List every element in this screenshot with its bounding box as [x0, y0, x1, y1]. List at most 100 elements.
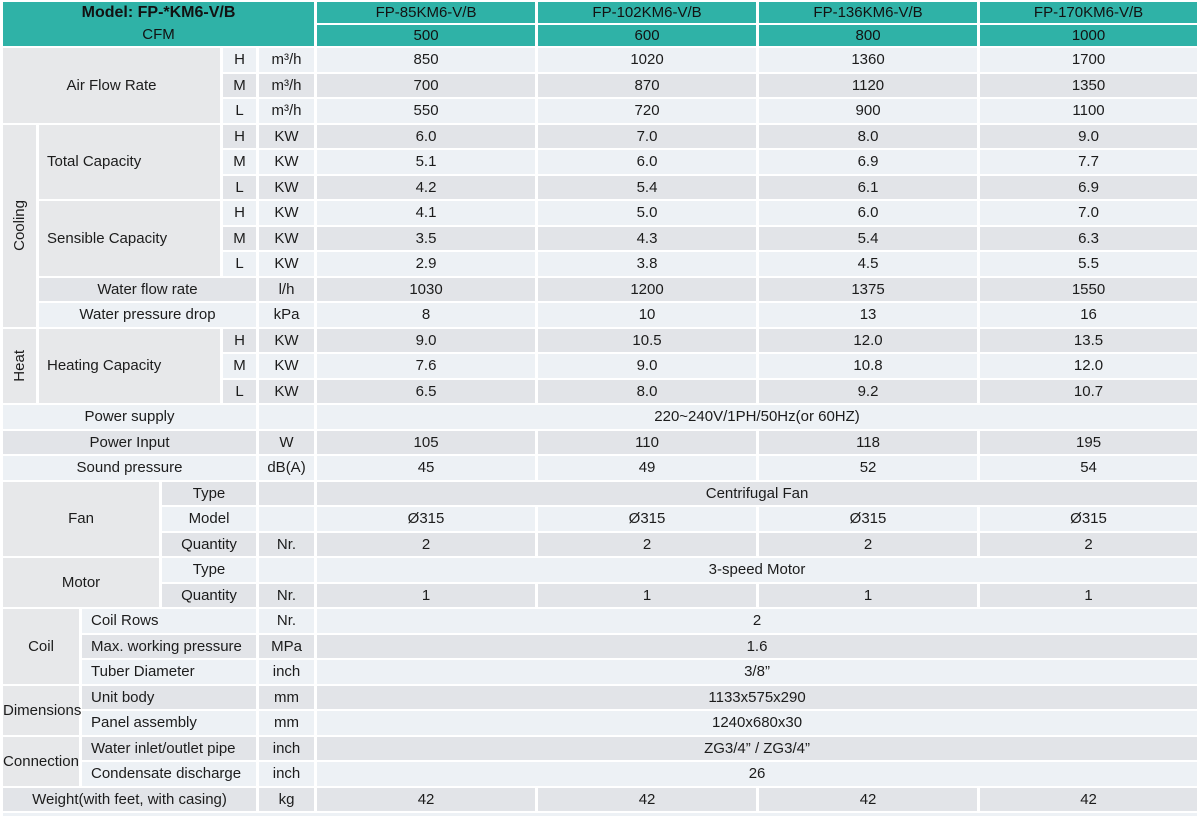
value-cell: 5.1	[317, 150, 536, 174]
unit-cell: MPa	[259, 634, 315, 658]
value-cell: 6.0	[317, 124, 536, 148]
section-label-cooling: Cooling	[3, 124, 36, 327]
value-cell: 13.5	[980, 328, 1198, 352]
value-cell-span: 2	[317, 609, 1198, 633]
value-cell: 2	[317, 532, 536, 556]
row-label-weight: Weight(with feet, with casing)	[3, 787, 256, 811]
value-cell: 1120	[759, 73, 978, 97]
value-cell: 1020	[538, 48, 757, 72]
section-label-heat: Heat	[3, 328, 36, 403]
value-cell: 4.1	[317, 201, 536, 225]
value-cell: 45	[317, 456, 536, 480]
value-cell: 12.0	[980, 354, 1198, 378]
value-cell-span: Centrifugal Fan	[317, 481, 1198, 505]
bottom-sliver	[3, 813, 1198, 816]
value-cell: 5.4	[538, 175, 757, 199]
value-cell: 2	[980, 532, 1198, 556]
value-cell-span: 1133x575x290	[317, 685, 1198, 709]
row-label-total-capacity: Total Capacity	[39, 124, 220, 199]
value-cell: 2	[759, 532, 978, 556]
value-cell: 49	[538, 456, 757, 480]
value-cell: 13	[759, 303, 978, 327]
speed-cell: H	[223, 201, 256, 225]
value-cell: 5.0	[538, 201, 757, 225]
speed-cell: L	[223, 379, 256, 403]
value-cell: Ø315	[317, 507, 536, 531]
section-label-coil: Coil	[3, 609, 79, 684]
row-label-unit-body: Unit body	[82, 685, 256, 709]
unit-cell: m³/h	[259, 99, 315, 123]
unit-cell: mm	[259, 711, 315, 735]
unit-cell: KW	[259, 150, 315, 174]
row-label-fan-model: Model	[162, 507, 256, 531]
value-cell-span: 26	[317, 762, 1198, 786]
speed-cell: H	[223, 124, 256, 148]
unit-cell: inch	[259, 762, 315, 786]
value-cell: 10	[538, 303, 757, 327]
value-cell: Ø315	[759, 507, 978, 531]
col-header: FP-102KM6-V/B	[538, 2, 757, 23]
value-cell: 1	[980, 583, 1198, 607]
value-cell-span: 1240x680x30	[317, 711, 1198, 735]
model-title: Model: FP-*KM6-V/B	[81, 4, 236, 21]
value-cell: 8.0	[538, 379, 757, 403]
unit-cell: KW	[259, 175, 315, 199]
speed-cell: L	[223, 175, 256, 199]
unit-cell-empty	[259, 405, 315, 429]
value-cell: 6.3	[980, 226, 1198, 250]
unit-cell: KW	[259, 201, 315, 225]
value-cell-span: ZG3/4” / ZG3/4”	[317, 736, 1198, 760]
speed-cell: H	[223, 48, 256, 72]
value-cell: 870	[538, 73, 757, 97]
unit-cell: l/h	[259, 277, 315, 301]
section-label-motor: Motor	[3, 558, 159, 607]
unit-cell-empty	[259, 507, 315, 531]
value-cell: 42	[317, 787, 536, 811]
value-cell: 5.5	[980, 252, 1198, 276]
value-cell: 54	[980, 456, 1198, 480]
value-cell: 2.9	[317, 252, 536, 276]
value-cell: 1	[759, 583, 978, 607]
value-cell: 9.0	[538, 354, 757, 378]
value-cell: 10.8	[759, 354, 978, 378]
unit-cell: Nr.	[259, 609, 315, 633]
unit-cell: KW	[259, 354, 315, 378]
value-cell: 4.3	[538, 226, 757, 250]
cfm-value: 1000	[980, 25, 1198, 46]
cfm-value: 600	[538, 25, 757, 46]
unit-cell: KW	[259, 328, 315, 352]
unit-cell: kg	[259, 787, 315, 811]
cfm-value: 500	[317, 25, 536, 46]
value-cell: 4.2	[317, 175, 536, 199]
unit-cell: Nr.	[259, 532, 315, 556]
unit-cell: KW	[259, 124, 315, 148]
unit-cell: KW	[259, 252, 315, 276]
speed-cell: L	[223, 252, 256, 276]
value-cell: 7.0	[538, 124, 757, 148]
value-cell: 1375	[759, 277, 978, 301]
value-cell: 6.0	[759, 201, 978, 225]
row-label-sensible-capacity: Sensible Capacity	[39, 201, 220, 276]
row-label-power-supply: Power supply	[3, 405, 256, 429]
section-label-fan: Fan	[3, 481, 159, 556]
value-cell: 3.8	[538, 252, 757, 276]
speed-cell: M	[223, 226, 256, 250]
value-cell: 1200	[538, 277, 757, 301]
value-cell: 9.0	[980, 124, 1198, 148]
unit-cell: m³/h	[259, 48, 315, 72]
value-cell: 1550	[980, 277, 1198, 301]
value-cell: 42	[980, 787, 1198, 811]
unit-cell: mm	[259, 685, 315, 709]
row-label-fan-type: Type	[162, 481, 256, 505]
value-cell: 7.7	[980, 150, 1198, 174]
unit-cell: KW	[259, 379, 315, 403]
value-cell: 1350	[980, 73, 1198, 97]
row-label-sound-pressure: Sound pressure	[3, 456, 256, 480]
value-cell: 1360	[759, 48, 978, 72]
unit-cell-empty	[259, 558, 315, 582]
row-label-air-flow-rate: Air Flow Rate	[3, 48, 220, 123]
speed-cell: M	[223, 150, 256, 174]
value-cell-span: 220~240V/1PH/50Hz(or 60HZ)	[317, 405, 1198, 429]
value-cell: 42	[538, 787, 757, 811]
